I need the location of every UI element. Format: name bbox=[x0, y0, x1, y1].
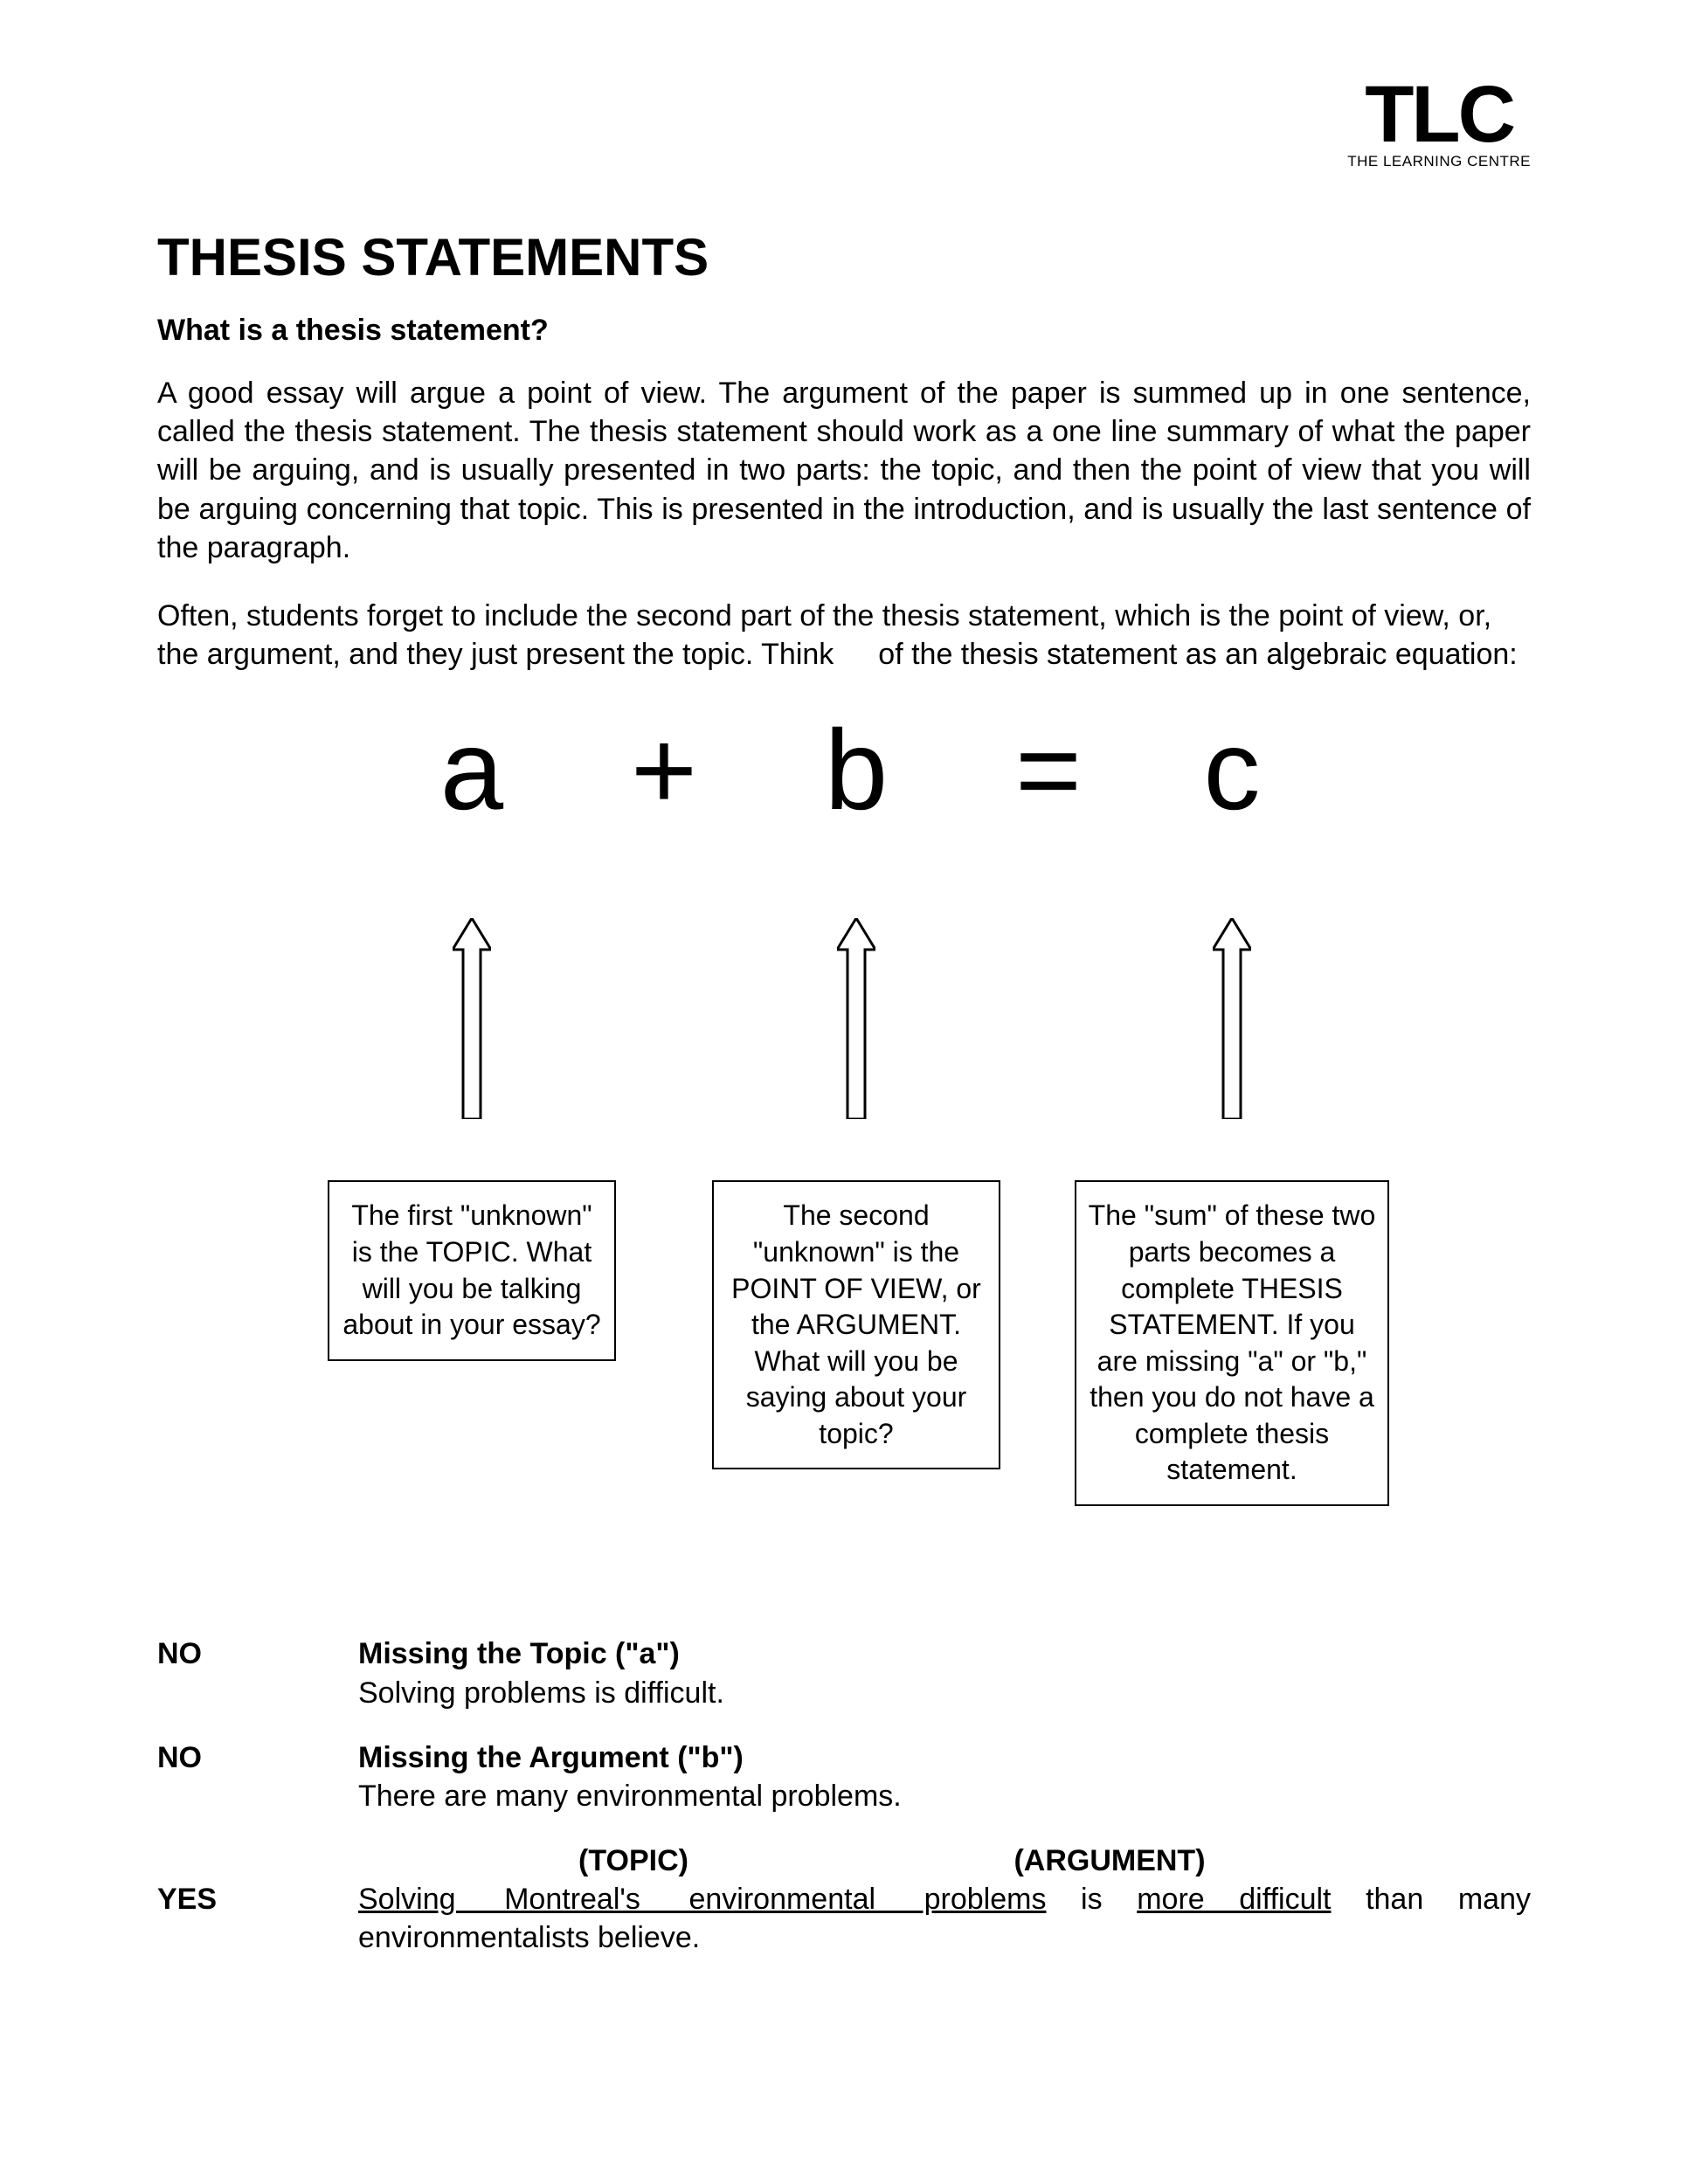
variable-a: a bbox=[384, 713, 559, 826]
example-label-spacer bbox=[157, 1842, 358, 1880]
document-page: TLC THE LEARNING CENTRE THESIS STATEMENT… bbox=[0, 0, 1688, 2184]
example-yes: YES Solving Montreal's environmental pro… bbox=[157, 1880, 1531, 1957]
yes-argument-text: more difficult bbox=[1137, 1883, 1331, 1916]
equation-diagram: a + b = c The first "unknown" is the TOP… bbox=[157, 770, 1531, 1582]
yes-topic-text: Solving Montreal's environmental problem… bbox=[358, 1883, 1046, 1916]
example-label: NO bbox=[157, 1738, 358, 1815]
up-arrow-icon bbox=[1213, 918, 1251, 1119]
example-text: Solving problems is difficult. bbox=[358, 1674, 1531, 1712]
variable-c: c bbox=[1145, 713, 1319, 826]
example-label: NO bbox=[157, 1635, 358, 1711]
variable-b: b bbox=[769, 713, 944, 826]
paragraph-1: A good essay will argue a point of view.… bbox=[157, 374, 1531, 567]
example-no-2: NO Missing the Argument ("b") There are … bbox=[157, 1738, 1531, 1815]
example-heading: Missing the Topic ("a") bbox=[358, 1635, 1531, 1673]
example-content: Missing the Topic ("a") Solving problems… bbox=[358, 1635, 1531, 1711]
box-b: The second "unknown" is the POINT OF VIE… bbox=[712, 1180, 1000, 1469]
page-title: THESIS STATEMENTS bbox=[157, 227, 1531, 287]
section-heading: What is a thesis statement? bbox=[157, 314, 1531, 348]
example-yes-header: (TOPIC) (ARGUMENT) bbox=[157, 1842, 1531, 1880]
example-content: (TOPIC) (ARGUMENT) bbox=[358, 1842, 1531, 1880]
example-label: YES bbox=[157, 1880, 358, 1957]
example-text: There are many environmental problems. bbox=[358, 1777, 1531, 1815]
topic-header: (TOPIC) bbox=[358, 1842, 909, 1880]
logo-main: TLC bbox=[1347, 79, 1531, 151]
up-arrow-icon bbox=[837, 918, 875, 1119]
example-content: Missing the Argument ("b") There are man… bbox=[358, 1738, 1531, 1815]
up-arrow-icon bbox=[453, 918, 491, 1119]
equals-sign: = bbox=[961, 713, 1136, 826]
logo: TLC THE LEARNING CENTRE bbox=[1347, 79, 1531, 170]
paragraph-2: Often, students forget to include the se… bbox=[157, 597, 1531, 674]
example-heading: Missing the Argument ("b") bbox=[358, 1738, 1531, 1777]
logo-subtitle: THE LEARNING CENTRE bbox=[1347, 153, 1531, 170]
example-yes-sentence: Solving Montreal's environmental problem… bbox=[358, 1880, 1531, 1957]
yes-mid-text: is bbox=[1046, 1883, 1137, 1916]
example-no-1: NO Missing the Topic ("a") Solving probl… bbox=[157, 1635, 1531, 1711]
argument-header: (ARGUMENT) bbox=[909, 1842, 1311, 1880]
box-c: The "sum" of these two parts becomes a c… bbox=[1075, 1180, 1389, 1506]
examples-section: NO Missing the Topic ("a") Solving probl… bbox=[157, 1635, 1531, 1957]
box-a: The first "unknown" is the TOPIC. What w… bbox=[328, 1180, 616, 1360]
plus-sign: + bbox=[577, 713, 751, 826]
